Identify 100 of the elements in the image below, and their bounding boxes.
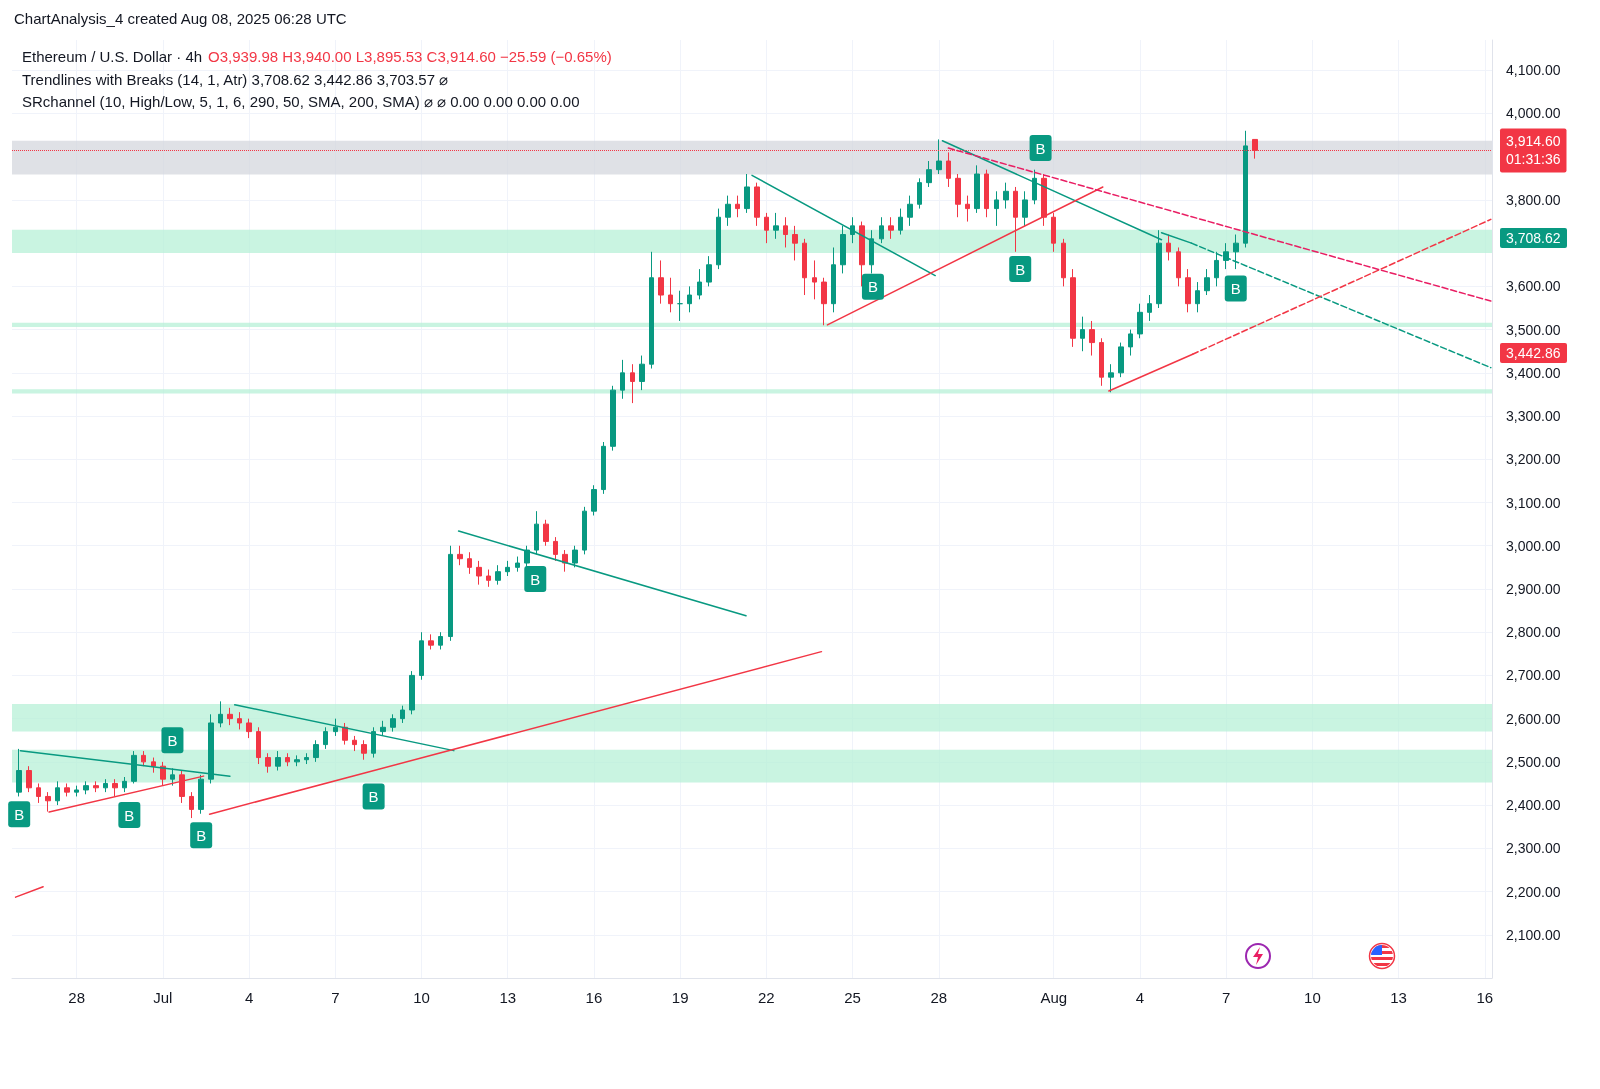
candlestick: [285, 752, 290, 767]
annotation: B: [867, 278, 878, 296]
candlestick: [93, 780, 99, 793]
candlestick: [1166, 234, 1171, 261]
text: O3,939.98 H3,940.00 L3,895.53 C3,914.60 −25.59 (−0.65%): [208, 48, 612, 65]
candlestick: [1128, 329, 1133, 357]
y-tick-label: 3,600.00: [1506, 278, 1561, 295]
x-tick-label: Jul: [153, 989, 173, 1006]
x-tick-label: 4: [244, 989, 254, 1006]
candlestick: [495, 564, 501, 586]
annotation: B: [167, 731, 178, 749]
candlestick: [26, 765, 32, 793]
candlestick: [926, 160, 932, 188]
y-tick-label: 4,100.00: [1506, 62, 1561, 79]
candlestick: [821, 277, 827, 326]
x-tick-label: 4: [1135, 989, 1145, 1006]
text: 3,708.62: [1500, 228, 1567, 248]
candlestick: [697, 268, 702, 300]
annotation: B: [368, 787, 379, 805]
candlestick: [400, 705, 405, 724]
y-tick-label: 2,200.00: [1506, 883, 1561, 900]
candlestick: [428, 633, 434, 650]
y-tick-label: 2,500.00: [1506, 753, 1561, 770]
x-tick-label: 25: [844, 989, 861, 1006]
candlestick: [591, 484, 597, 516]
annotation: B: [124, 806, 135, 824]
candlestick: [716, 208, 721, 270]
x-tick-label: 13: [1390, 989, 1407, 1006]
candlestick: [792, 225, 798, 261]
candlestick: [936, 138, 942, 175]
candlestick: [582, 506, 587, 555]
candlestick: [112, 778, 118, 797]
candlestick: [74, 785, 79, 797]
candlestick: [668, 277, 673, 313]
candlestick: [515, 556, 520, 573]
candlestick: [313, 739, 319, 763]
annotation: B: [530, 570, 541, 588]
x-tick-label: 7: [331, 989, 340, 1006]
text: 3,442.86: [1500, 343, 1567, 363]
candlestick: [256, 726, 261, 765]
candlestick: [189, 791, 194, 819]
candlestick: [83, 780, 89, 795]
text: Ethereum / U.S. Dollar · 4h: [22, 48, 203, 65]
candlestick: [1061, 238, 1066, 287]
candlestick: [198, 774, 204, 815]
y-tick-label: 2,900.00: [1506, 580, 1561, 597]
y-tick-label: 3,000.00: [1506, 537, 1561, 554]
candlestick: [333, 718, 338, 737]
candlestick: [831, 246, 836, 313]
x-tick-label: Aug: [1040, 989, 1068, 1006]
y-tick-label: 4,000.00: [1506, 105, 1561, 122]
candlestick: [802, 238, 807, 296]
y-tick-label: 3,400.00: [1506, 364, 1561, 381]
x-tick-label: 7: [1222, 989, 1231, 1006]
candlestick: [486, 569, 491, 588]
x-tick-label: 16: [1476, 989, 1494, 1006]
candlestick: [227, 707, 233, 726]
candlestick: [246, 718, 252, 739]
candlestick: [783, 216, 788, 248]
candlestick: [687, 285, 692, 313]
candlestick: [898, 208, 903, 236]
candlestick: [1108, 363, 1114, 393]
candlestick: [1176, 246, 1181, 287]
y-tick-label: 3,200.00: [1506, 451, 1561, 468]
candlestick: [735, 195, 740, 218]
candlestick: [888, 216, 894, 240]
annotation: SRchannel (10, High/Low, 5, 1, 6, 290, 50, SMA, 200, SMA) ⌀ ⌀ 0.00 0.00 0.00 0.00: [22, 92, 581, 112]
annotation: B: [14, 805, 25, 823]
candlestick: [1243, 130, 1248, 248]
x-tick-label: 10: [413, 989, 430, 1006]
candlestick: [103, 778, 108, 793]
y-tick-label: 3,800.00: [1506, 191, 1561, 208]
y-tick-label: 2,800.00: [1506, 624, 1561, 641]
candlestick: [265, 752, 271, 774]
x-tick-label: 13: [499, 989, 517, 1006]
x-tick-label: 10: [1304, 989, 1321, 1006]
candlestick: [361, 739, 367, 761]
candlestick: [275, 750, 281, 772]
candlestick: [1080, 316, 1085, 352]
candlestick: [1003, 182, 1009, 210]
candlestick: [390, 713, 396, 733]
x-tick-label: 22: [758, 989, 775, 1006]
candlestick: [1099, 337, 1104, 387]
candlestick: [994, 190, 999, 227]
candlestick: [744, 173, 750, 214]
y-tick-label: 3,100.00: [1506, 494, 1561, 511]
candlestick: [965, 195, 970, 223]
y-tick-label: 2,400.00: [1506, 797, 1561, 814]
annotation: B: [1015, 260, 1026, 278]
candlestick: [1147, 294, 1152, 322]
candlestick: [352, 735, 357, 752]
candlestick: [467, 551, 472, 575]
candlestick: [1137, 303, 1143, 339]
candlestick: [448, 545, 453, 642]
candlestick: [1195, 281, 1200, 313]
candlestick: [601, 441, 606, 495]
y-tick-label: 3,500.00: [1506, 321, 1561, 338]
candlestick: [917, 177, 922, 210]
candlestick: [1185, 268, 1191, 313]
candlestick: [419, 631, 424, 681]
